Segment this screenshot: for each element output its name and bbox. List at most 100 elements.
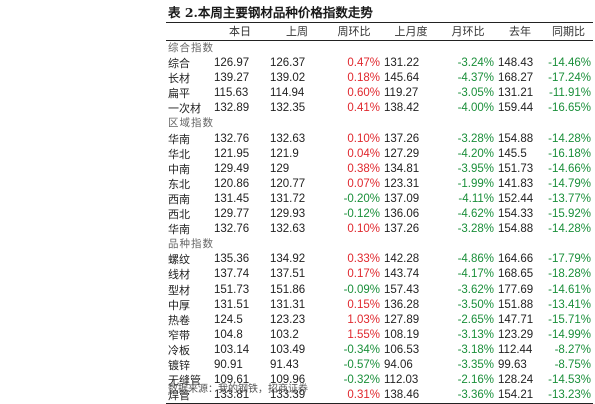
- cell-today: 131.45: [214, 192, 250, 205]
- cell-last-year: 154.21: [496, 388, 544, 404]
- cell-mom: -3.35%: [457, 358, 494, 371]
- cell-yoy: -11.91%: [549, 87, 591, 100]
- cell-yoy: -16.65%: [548, 102, 591, 115]
- cell-mom: -4.17%: [457, 268, 494, 281]
- source-note: 数据来源：我的钢铁，招商证券: [168, 384, 308, 395]
- cell-yoy: -18.28%: [548, 268, 591, 281]
- table-row: 中南 129.49 129 0.38% 134.81 -3.95% 151.73 -14.66…: [166, 162, 593, 177]
- cell-last-month: 138.42: [384, 102, 420, 115]
- cell-wow: -0.57%: [343, 358, 380, 371]
- cell-last-year: 151.73: [498, 162, 534, 175]
- section-header-row: 综合指数: [166, 41, 593, 57]
- cell-today: 132.76: [214, 223, 250, 236]
- section-header-row: 区域指数: [166, 116, 593, 131]
- cell-wow: -0.34%: [343, 343, 380, 356]
- table-row: 镀锌 90.91 91.43 -0.57% 94.06 -3.35% 99.63 -8.75%: [166, 358, 593, 373]
- table-row: 东北 120.86 120.77 0.07% 123.31 -1.99% 141.83 -14…: [166, 177, 593, 192]
- cell-last-week: 132.63: [270, 132, 306, 145]
- table-row: 型材 151.73 151.86 -0.09% 157.43 -3.62% 177.69 -1…: [166, 283, 593, 298]
- cell-last-week: 132.63: [270, 223, 306, 236]
- cell-mom: -3.28%: [457, 223, 494, 236]
- cell-wow: -0.12%: [343, 208, 380, 221]
- cell-last-year: 154.88: [498, 223, 534, 236]
- cell-last-year: 131.21: [498, 87, 534, 100]
- cell-name: 无缝管: [168, 374, 201, 388]
- cell-last-week: 133.39: [268, 388, 326, 404]
- cell-wow: 1.55%: [347, 328, 380, 341]
- cell-last-year: 151.88: [498, 298, 534, 311]
- cell-mom: -3.50%: [457, 298, 494, 311]
- cell-mom: -2.16%: [457, 374, 494, 387]
- cell-wow: 0.60%: [347, 87, 380, 100]
- cell-today: 120.86: [214, 177, 250, 190]
- cell-yoy: -13.41%: [548, 298, 591, 311]
- cell-today: 151.73: [214, 283, 250, 296]
- cell-today: 139.27: [214, 72, 250, 85]
- cell-last-month: 123.31: [384, 177, 420, 190]
- cell-last-month: 106.53: [384, 343, 420, 356]
- cell-name: 华南: [168, 132, 190, 146]
- cell-yoy: -14.28%: [548, 132, 591, 145]
- cell-mom: -4.11%: [458, 192, 494, 205]
- table-row: 线材 137.74 137.51 0.17% 143.74 -4.17% 168.65 -18…: [166, 267, 593, 282]
- cell-wow: -0.09%: [343, 283, 380, 296]
- section-label: 区域指数: [168, 117, 214, 130]
- cell-today: 137.74: [214, 268, 250, 281]
- cell-wow: 0.15%: [347, 298, 380, 311]
- cell-last-week: 103.2: [270, 328, 299, 341]
- cell-wow: 0.41%: [347, 102, 380, 115]
- cell-mom: -3.24%: [457, 57, 494, 70]
- cell-name: 窄带: [168, 328, 190, 342]
- cell-last-month: 136.28: [384, 298, 420, 311]
- cell-last-year: 99.63: [498, 358, 527, 371]
- cell-mom: -3.18%: [457, 343, 494, 356]
- cell-today: 131.51: [214, 298, 250, 311]
- cell-last-year: 147.71: [498, 313, 534, 326]
- table-title: 表 2.本周主要钢材品种价格指数走势: [168, 5, 373, 20]
- cell-today: 129.77: [214, 208, 250, 221]
- cell-last-week: 126.37: [270, 57, 306, 70]
- cell-mom: -3.05%: [457, 87, 494, 100]
- cell-wow: 0.10%: [347, 132, 380, 145]
- cell-name: 线材: [168, 268, 190, 282]
- cell-yoy: -8.27%: [554, 343, 591, 356]
- cell-last-week: 120.77: [270, 177, 306, 190]
- table-row: 窄带 104.8 103.2 1.55% 108.19 -3.13% 123.29 -14.9…: [166, 328, 593, 343]
- cell-last-week: 131.31: [270, 298, 306, 311]
- steel-price-index-table: 本日 上周 周环比 上月度 月环比 去年 同期比 综合指数 综合 126.97 126…: [166, 22, 593, 404]
- header-last-week: 上周: [268, 22, 326, 41]
- table-row: 螺纹 135.36 134.92 0.33% 142.28 -4.86% 164.66 -17…: [166, 252, 593, 267]
- cell-last-year: 152.44: [498, 192, 534, 205]
- header-mom: 月环比: [440, 22, 496, 41]
- cell-last-month: 119.27: [384, 87, 419, 100]
- cell-yoy: -14.99%: [548, 328, 591, 341]
- section-header-row: 品种指数: [166, 237, 593, 252]
- table-row: 中厚 131.51 131.31 0.15% 136.28 -3.50% 151.88 -13…: [166, 298, 593, 313]
- cell-last-year: 145.5: [498, 147, 527, 160]
- cell-last-week: 132.35: [270, 102, 306, 115]
- cell-last-week: 151.86: [270, 283, 306, 296]
- cell-today: 121.95: [214, 147, 250, 160]
- cell-last-week: 109.96: [270, 374, 306, 387]
- table-row: 华北 121.95 121.9 0.04% 127.29 -4.20% 145.5 -16.1…: [166, 147, 593, 162]
- table-row: 西北 129.77 129.93 -0.12% 136.06 -4.62% 154.33 -1…: [166, 207, 593, 222]
- cell-name: 热卷: [168, 313, 190, 327]
- cell-yoy: -14.28%: [548, 223, 591, 236]
- header-name: [166, 22, 212, 41]
- cell-last-week: 131.72: [270, 192, 306, 205]
- cell-last-month: 138.46: [382, 388, 440, 404]
- cell-last-month: 137.26: [384, 223, 420, 236]
- cell-last-week: 129: [270, 162, 290, 175]
- table-row: 华南 132.76 132.63 0.10% 137.26 -3.28% 154.88 -14…: [166, 132, 593, 147]
- cell-wow: 0.10%: [347, 223, 380, 236]
- cell-mom: -3.28%: [457, 132, 494, 145]
- cell-wow: 0.04%: [347, 147, 380, 160]
- cell-wow: 0.31%: [326, 388, 382, 404]
- cell-name: 中南: [168, 162, 190, 176]
- cell-last-month: 94.06: [384, 358, 413, 371]
- cell-last-week: 114.94: [270, 87, 305, 100]
- cell-wow: 0.33%: [347, 253, 380, 266]
- cell-last-week: 134.92: [270, 253, 306, 266]
- cell-today: 90.91: [214, 358, 243, 371]
- cell-wow: 0.38%: [347, 162, 380, 175]
